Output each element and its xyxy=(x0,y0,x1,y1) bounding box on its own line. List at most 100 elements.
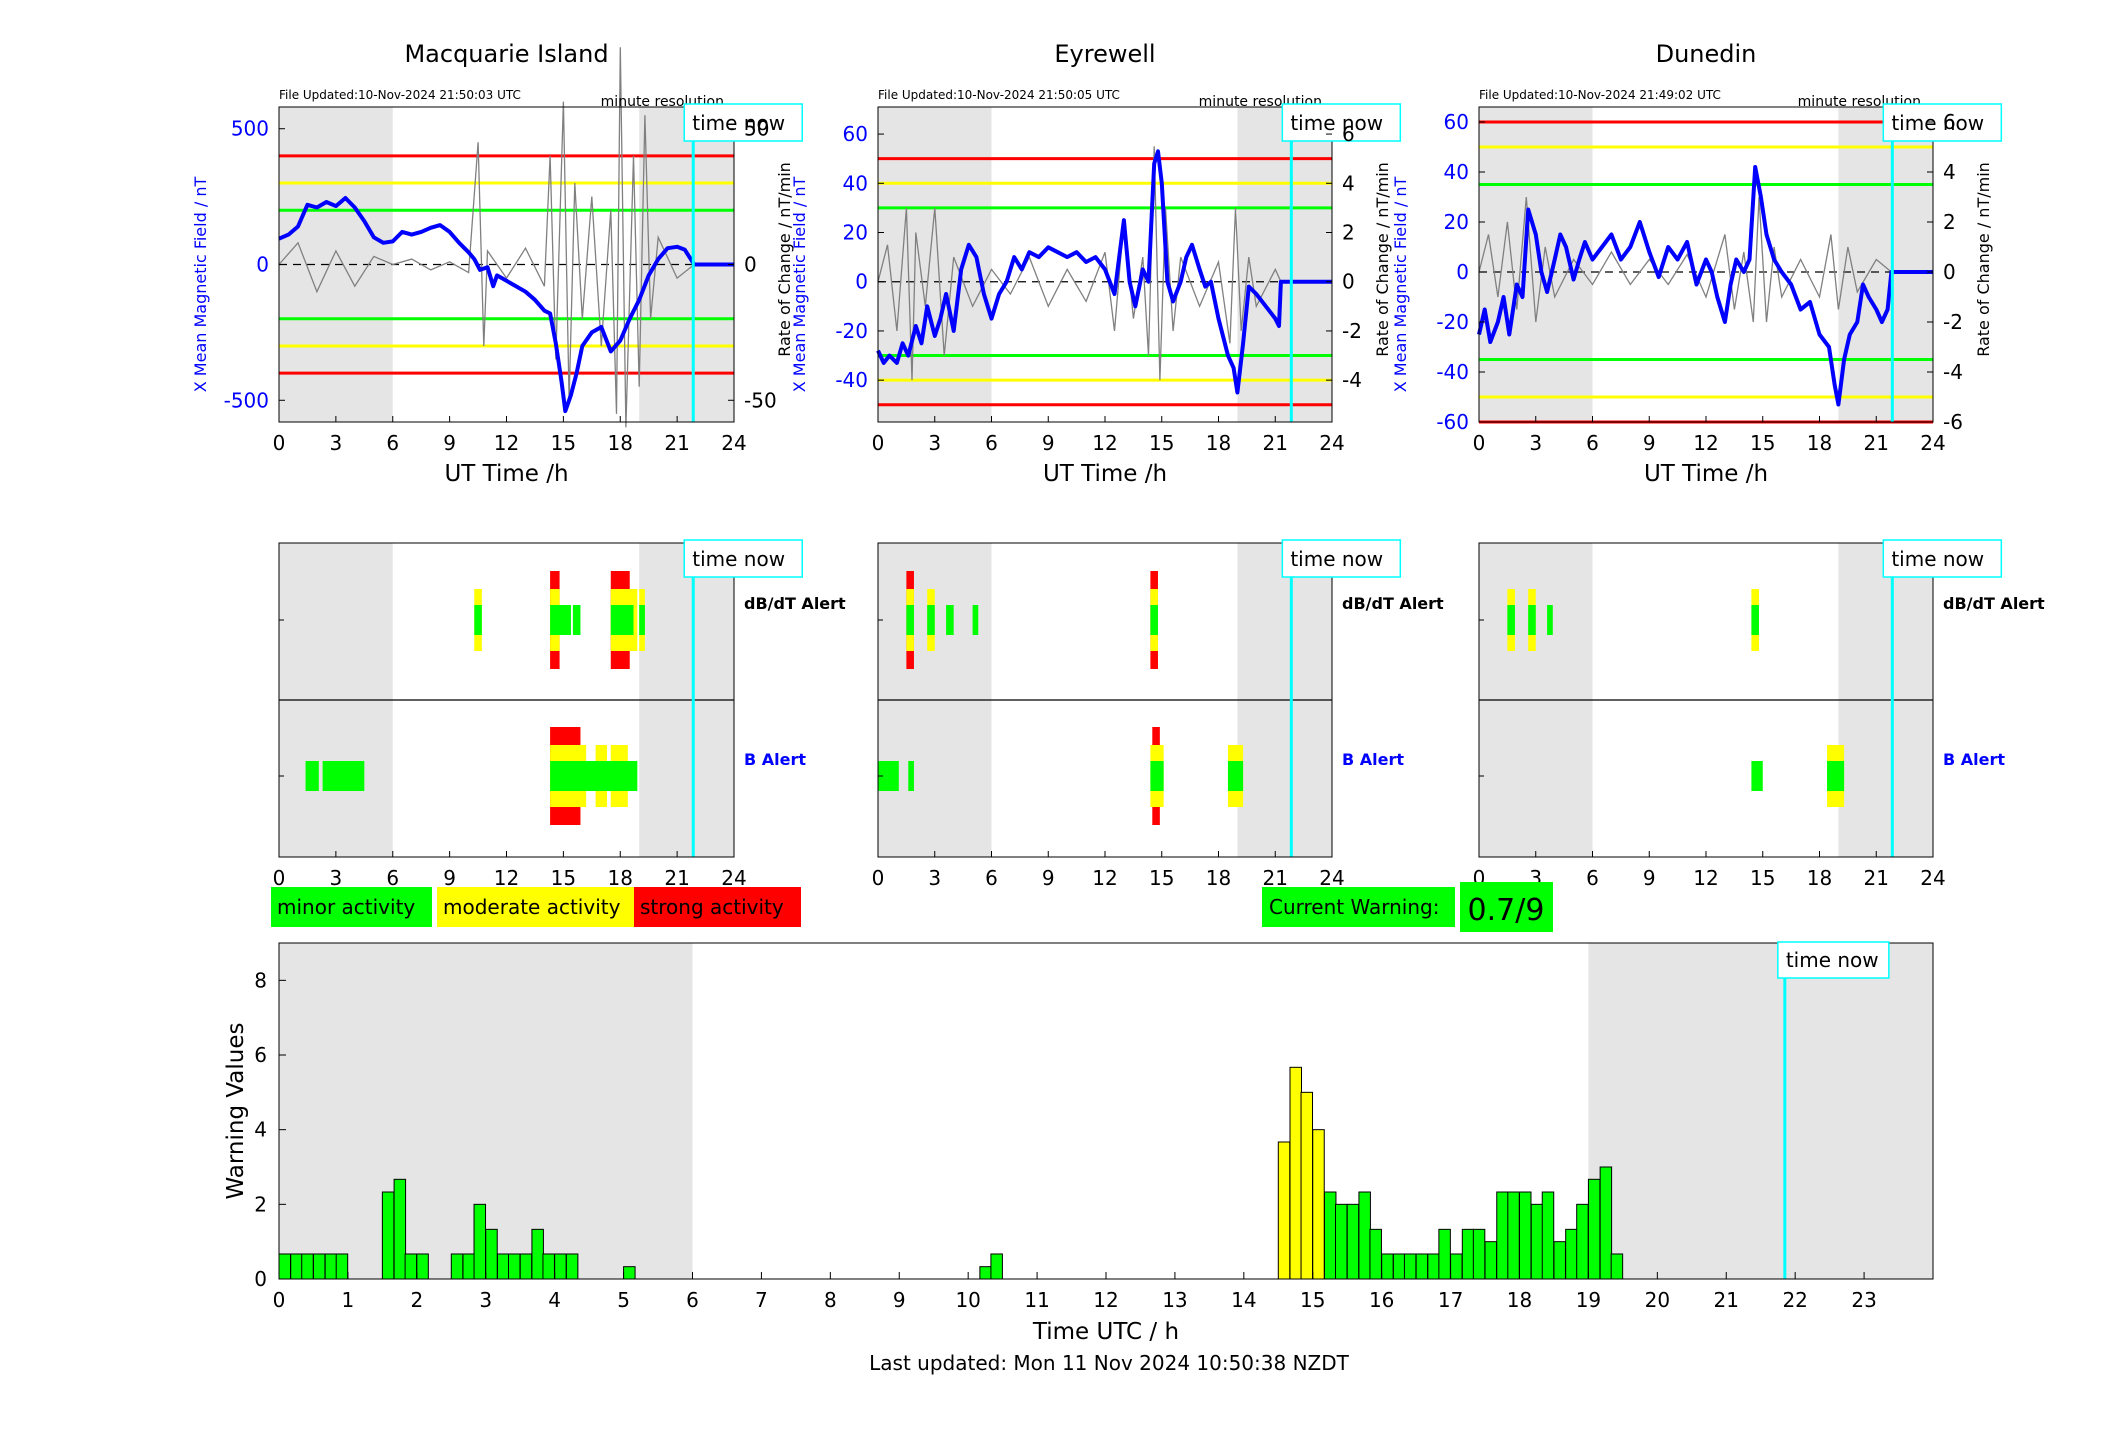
alert-x-tick-label: 6 xyxy=(386,866,399,890)
warning-bar xyxy=(1484,1241,1498,1280)
warning-bar xyxy=(1289,1066,1302,1280)
right-tick-label: 2 xyxy=(1342,221,1355,245)
alert-x-tick-label: 24 xyxy=(721,866,746,890)
x-tick-label: 12 xyxy=(1092,431,1117,455)
alert-x-tick-label: 9 xyxy=(443,866,456,890)
warning-bar xyxy=(565,1253,579,1280)
dbdt-alert-label: dB/dT Alert xyxy=(1943,594,2045,613)
left-tick-label: 0 xyxy=(256,253,269,277)
x-axis-label: UT Time /h xyxy=(444,461,568,487)
b-alert-bar-green xyxy=(878,761,899,791)
warning-bar xyxy=(312,1253,326,1280)
warning-x-tick-label: 0 xyxy=(273,1288,286,1312)
warning-bar xyxy=(473,1203,487,1280)
b-alert-bar-green xyxy=(305,761,319,791)
warning-x-tick-label: 22 xyxy=(1782,1288,1807,1312)
right-tick-label: 0 xyxy=(1943,260,1956,284)
alert-x-tick-label: 6 xyxy=(985,866,998,890)
x-tick-label: 0 xyxy=(1473,431,1486,455)
b-alert-bar-green xyxy=(550,761,638,791)
warning-bar xyxy=(1323,1191,1337,1280)
x-tick-label: 21 xyxy=(1263,431,1288,455)
current-warning: Current Warning: 0.7/9 xyxy=(1262,882,1553,932)
warning-x-tick-label: 11 xyxy=(1024,1288,1049,1312)
warning-bar xyxy=(1472,1228,1486,1280)
left-tick-label: 20 xyxy=(843,221,868,245)
alert-x-tick-label: 21 xyxy=(1263,866,1288,890)
left-tick-label: 60 xyxy=(1444,110,1469,134)
right-tick-label: 4 xyxy=(1943,160,1956,184)
station-panel-1: Eyrewell File Updated:10-Nov-2024 21:50:0… xyxy=(790,40,1444,890)
warning-bar xyxy=(324,1253,338,1280)
warning-bar xyxy=(1610,1253,1624,1280)
warning-x-tick-label: 2 xyxy=(410,1288,423,1312)
warning-bar xyxy=(278,1253,291,1280)
warning-bar xyxy=(393,1178,407,1280)
alert-x-tick-label: 24 xyxy=(1920,866,1945,890)
warning-bar xyxy=(404,1253,418,1280)
time-now-box-bg xyxy=(1281,103,1402,142)
warning-bar xyxy=(485,1228,498,1280)
time-now-box: time now xyxy=(1281,103,1402,142)
warning-x-tick-label: 17 xyxy=(1438,1288,1463,1312)
warning-x-tick-label: 5 xyxy=(617,1288,630,1312)
dbdt-alert-bar-green xyxy=(946,605,954,635)
alert-x-tick-label: 3 xyxy=(928,866,941,890)
night-shade-left xyxy=(1479,107,1593,422)
warning-bar xyxy=(1381,1253,1394,1280)
alert-time-now-box-bg xyxy=(1882,539,2003,578)
x-tick-label: 6 xyxy=(386,431,399,455)
warning-x-tick-label: 19 xyxy=(1576,1288,1601,1312)
warning-bar xyxy=(1519,1191,1532,1280)
warning-x-tick-label: 7 xyxy=(755,1288,768,1312)
warning-bar xyxy=(1334,1203,1348,1280)
warning-y-axis-label: Warning Values xyxy=(223,1022,249,1199)
warning-bar xyxy=(1507,1191,1520,1280)
dbdt-alert-bar-green xyxy=(474,605,482,635)
warning-x-tick-label: 12 xyxy=(1093,1288,1118,1312)
right-tick-label: -50 xyxy=(744,388,777,412)
x-tick-label: 6 xyxy=(985,431,998,455)
legend-minor-label: minor activity xyxy=(277,895,415,919)
warning-bar xyxy=(507,1253,521,1280)
warning-bar xyxy=(1415,1253,1429,1280)
right-tick-label: -2 xyxy=(1342,319,1362,343)
warning-x-tick-label: 9 xyxy=(893,1288,906,1312)
alert-time-now-box: time now xyxy=(1882,539,2003,578)
time-now-box-bg xyxy=(683,103,803,142)
alert-x-tick-label: 18 xyxy=(608,866,633,890)
alert-time-now-label: time now xyxy=(1290,547,1383,571)
station-panel-2: Dunedin File Updated:10-Nov-2024 21:49:02… xyxy=(1391,40,2045,890)
x-tick-label: 21 xyxy=(1864,431,1889,455)
warning-x-tick-label: 3 xyxy=(479,1288,492,1312)
right-tick-label: 0 xyxy=(744,253,757,277)
right-tick-label: -4 xyxy=(1342,368,1362,392)
alert-x-tick-label: 15 xyxy=(1750,866,1775,890)
right-axis-label: Rate of Change / nT/min xyxy=(775,162,794,357)
alert-x-tick-label: 9 xyxy=(1042,866,1055,890)
warning-bar xyxy=(1565,1228,1578,1280)
rate-of-change-series xyxy=(278,47,695,428)
alert-x-tick-label: 15 xyxy=(551,866,576,890)
time-now-label: time now xyxy=(1891,111,1984,135)
alert-x-tick-label: 9 xyxy=(1643,866,1656,890)
warning-bar xyxy=(1277,1141,1291,1280)
left-tick-label: -20 xyxy=(1436,310,1469,334)
right-tick-label: -4 xyxy=(1943,360,1963,384)
alert-time-now-label: time now xyxy=(692,547,785,571)
x-tick-label: 15 xyxy=(1750,431,1775,455)
x-axis-label: UT Time /h xyxy=(1644,461,1768,487)
warning-y-tick-label: 0 xyxy=(254,1267,267,1291)
warning-y-tick-label: 6 xyxy=(254,1043,267,1067)
x-tick-label: 18 xyxy=(1206,431,1231,455)
last-updated: Last updated: Mon 11 Nov 2024 10:50:38 N… xyxy=(869,1351,1350,1375)
warning-bar xyxy=(1553,1241,1566,1280)
alert-time-now-box-bg xyxy=(1281,539,1402,578)
dbdt-alert-bar-green xyxy=(927,605,935,635)
warning-bar xyxy=(1599,1166,1613,1280)
station-title: Macquarie Island xyxy=(404,40,608,68)
alert-x-tick-label: 18 xyxy=(1206,866,1231,890)
mean-field-series xyxy=(1477,165,1933,407)
alert-x-tick-label: 12 xyxy=(494,866,519,890)
